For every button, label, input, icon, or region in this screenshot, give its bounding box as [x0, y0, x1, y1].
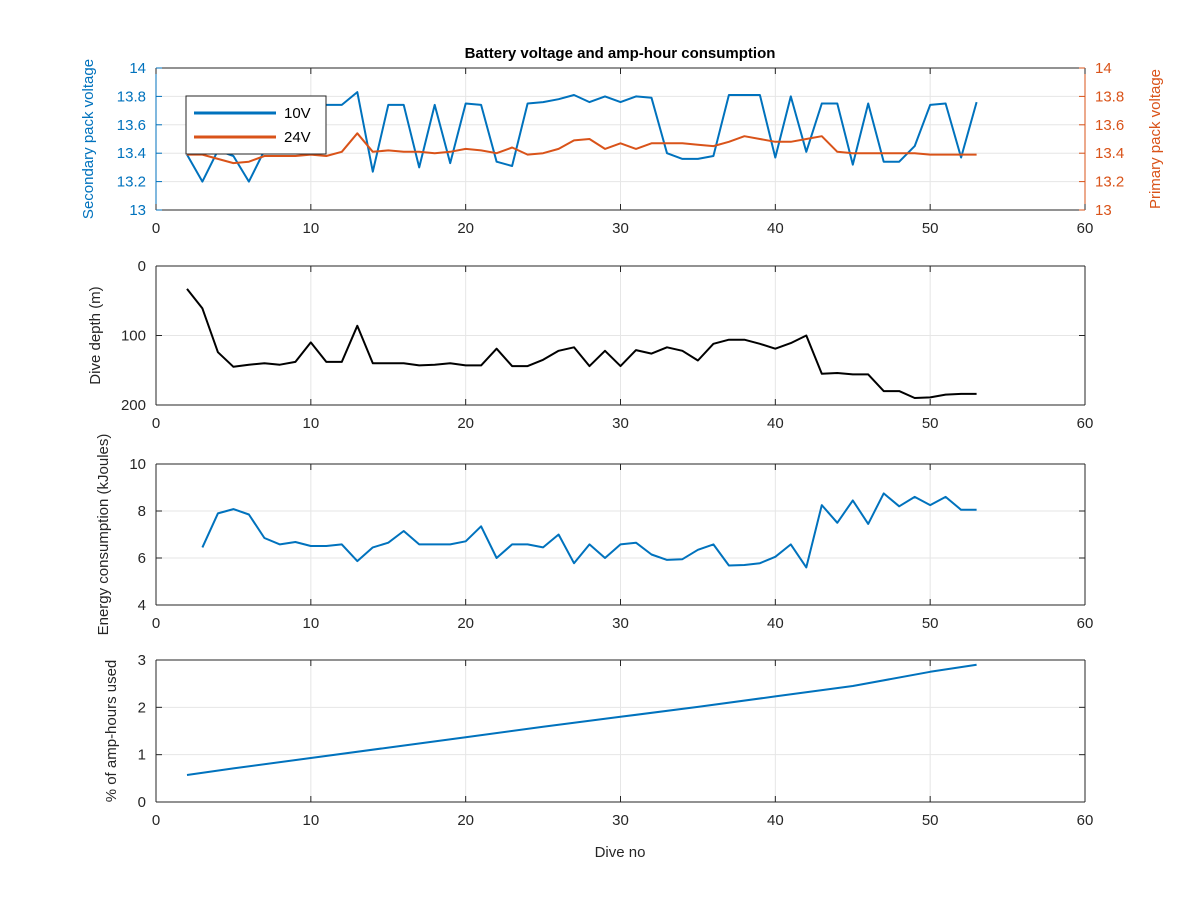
panel-3-x-tick-label: 40	[767, 615, 784, 632]
panel-4-y-tick-label: 1	[138, 747, 146, 764]
panel-2-series-line-1	[186, 288, 977, 399]
panel-2-x-tick-label: 60	[1077, 415, 1094, 432]
panel-4-x-tick-label: 40	[767, 812, 784, 829]
panel-2-x-tick-label: 10	[302, 415, 319, 432]
panel-1-y-axis-label: Secondary pack voltage	[80, 59, 97, 219]
panel-3-y-axis-label: Energy consumption (kJoules)	[95, 434, 112, 636]
panel-3-x-tick-label: 30	[612, 615, 629, 632]
panel-1-series-24v	[187, 132, 977, 165]
panel-1-y-tick-label: 13.2	[117, 174, 146, 191]
panel-2-y-tick-label: 200	[121, 397, 146, 414]
panel-4-y-tick-label: 3	[138, 652, 146, 669]
panel-2-y-tick-label: 0	[138, 258, 146, 275]
panel-3-y-tick-label: 8	[138, 503, 146, 520]
panel-1-y-tick-label: 13.4	[117, 145, 146, 162]
panel-1-y2-tick-label: 13	[1095, 202, 1112, 219]
panel-4-x-tick-label: 50	[922, 812, 939, 829]
panel-1-y2-tick-label: 14	[1095, 60, 1112, 77]
panel-1-y2-tick-label: 13.6	[1095, 117, 1124, 134]
panel-2-y-tick-label: 100	[121, 328, 146, 345]
panel-3-x-tick-label: 50	[922, 615, 939, 632]
panel-1-legend-label-10v: 10V	[284, 105, 311, 122]
figure-title: Battery voltage and amp-hour consumption	[465, 45, 776, 62]
panel-3-x-tick-label: 10	[302, 615, 319, 632]
panel-4-x-tick-label: 20	[457, 812, 474, 829]
panel-2-y-axis-label: Dive depth (m)	[87, 286, 104, 384]
panel-1-y-tick-label: 14	[129, 60, 146, 77]
panel-3-x-tick-label: 0	[152, 615, 160, 632]
panel-2-x-tick-label: 20	[457, 415, 474, 432]
panel-1-x-tick-label: 60	[1077, 220, 1094, 237]
panel-1-y2-axis-label: Primary pack voltage	[1147, 69, 1164, 209]
panel-3-x-tick-label: 60	[1077, 615, 1094, 632]
panel-4-y-tick-label: 2	[138, 699, 146, 716]
panel-1-y-tick-label: 13.8	[117, 88, 146, 105]
panel-1-x-tick-label: 40	[767, 220, 784, 237]
panel-2-x-tick-label: 40	[767, 415, 784, 432]
panel-4-y-axis-label: % of amp-hours used	[103, 660, 120, 803]
panel-4-y-tick-label: 0	[138, 794, 146, 811]
panel-1-y2-tick-label: 13.8	[1095, 88, 1124, 105]
panel-2-x-tick-label: 50	[922, 415, 939, 432]
panel-3-x-tick-label: 20	[457, 615, 474, 632]
panel-1-y-tick-label: 13.6	[117, 117, 146, 134]
panel-1-x-tick-label: 50	[922, 220, 939, 237]
panel-1-x-tick-label: 10	[302, 220, 319, 237]
panel-1-y-tick-label: 13	[129, 202, 146, 219]
panel-2-x-tick-label: 30	[612, 415, 629, 432]
panel-3-y-tick-label: 4	[138, 597, 146, 614]
panel-3-y-tick-label: 10	[129, 456, 146, 473]
panel-4-x-tick-label: 0	[152, 812, 160, 829]
panel-3-y-tick-label: 6	[138, 550, 146, 567]
panel-3-series-line-1	[201, 492, 977, 569]
panel-4-x-tick-label: 10	[302, 812, 319, 829]
panel-1-x-tick-label: 20	[457, 220, 474, 237]
panel-1-y2-tick-label: 13.4	[1095, 145, 1124, 162]
x-axis-label: Dive no	[595, 844, 646, 861]
panel-4-x-tick-label: 30	[612, 812, 629, 829]
panel-4-x-tick-label: 60	[1077, 812, 1094, 829]
panel-1-x-tick-label: 30	[612, 220, 629, 237]
panel-2-x-tick-label: 0	[152, 415, 160, 432]
panel-4-series-line-1	[186, 663, 977, 776]
panel-1-legend-box	[185, 95, 327, 155]
panel-1-legend-label-24v: 24V	[284, 129, 311, 146]
panel-1-x-tick-label: 0	[152, 220, 160, 237]
panel-1-y2-tick-label: 13.2	[1095, 174, 1124, 191]
